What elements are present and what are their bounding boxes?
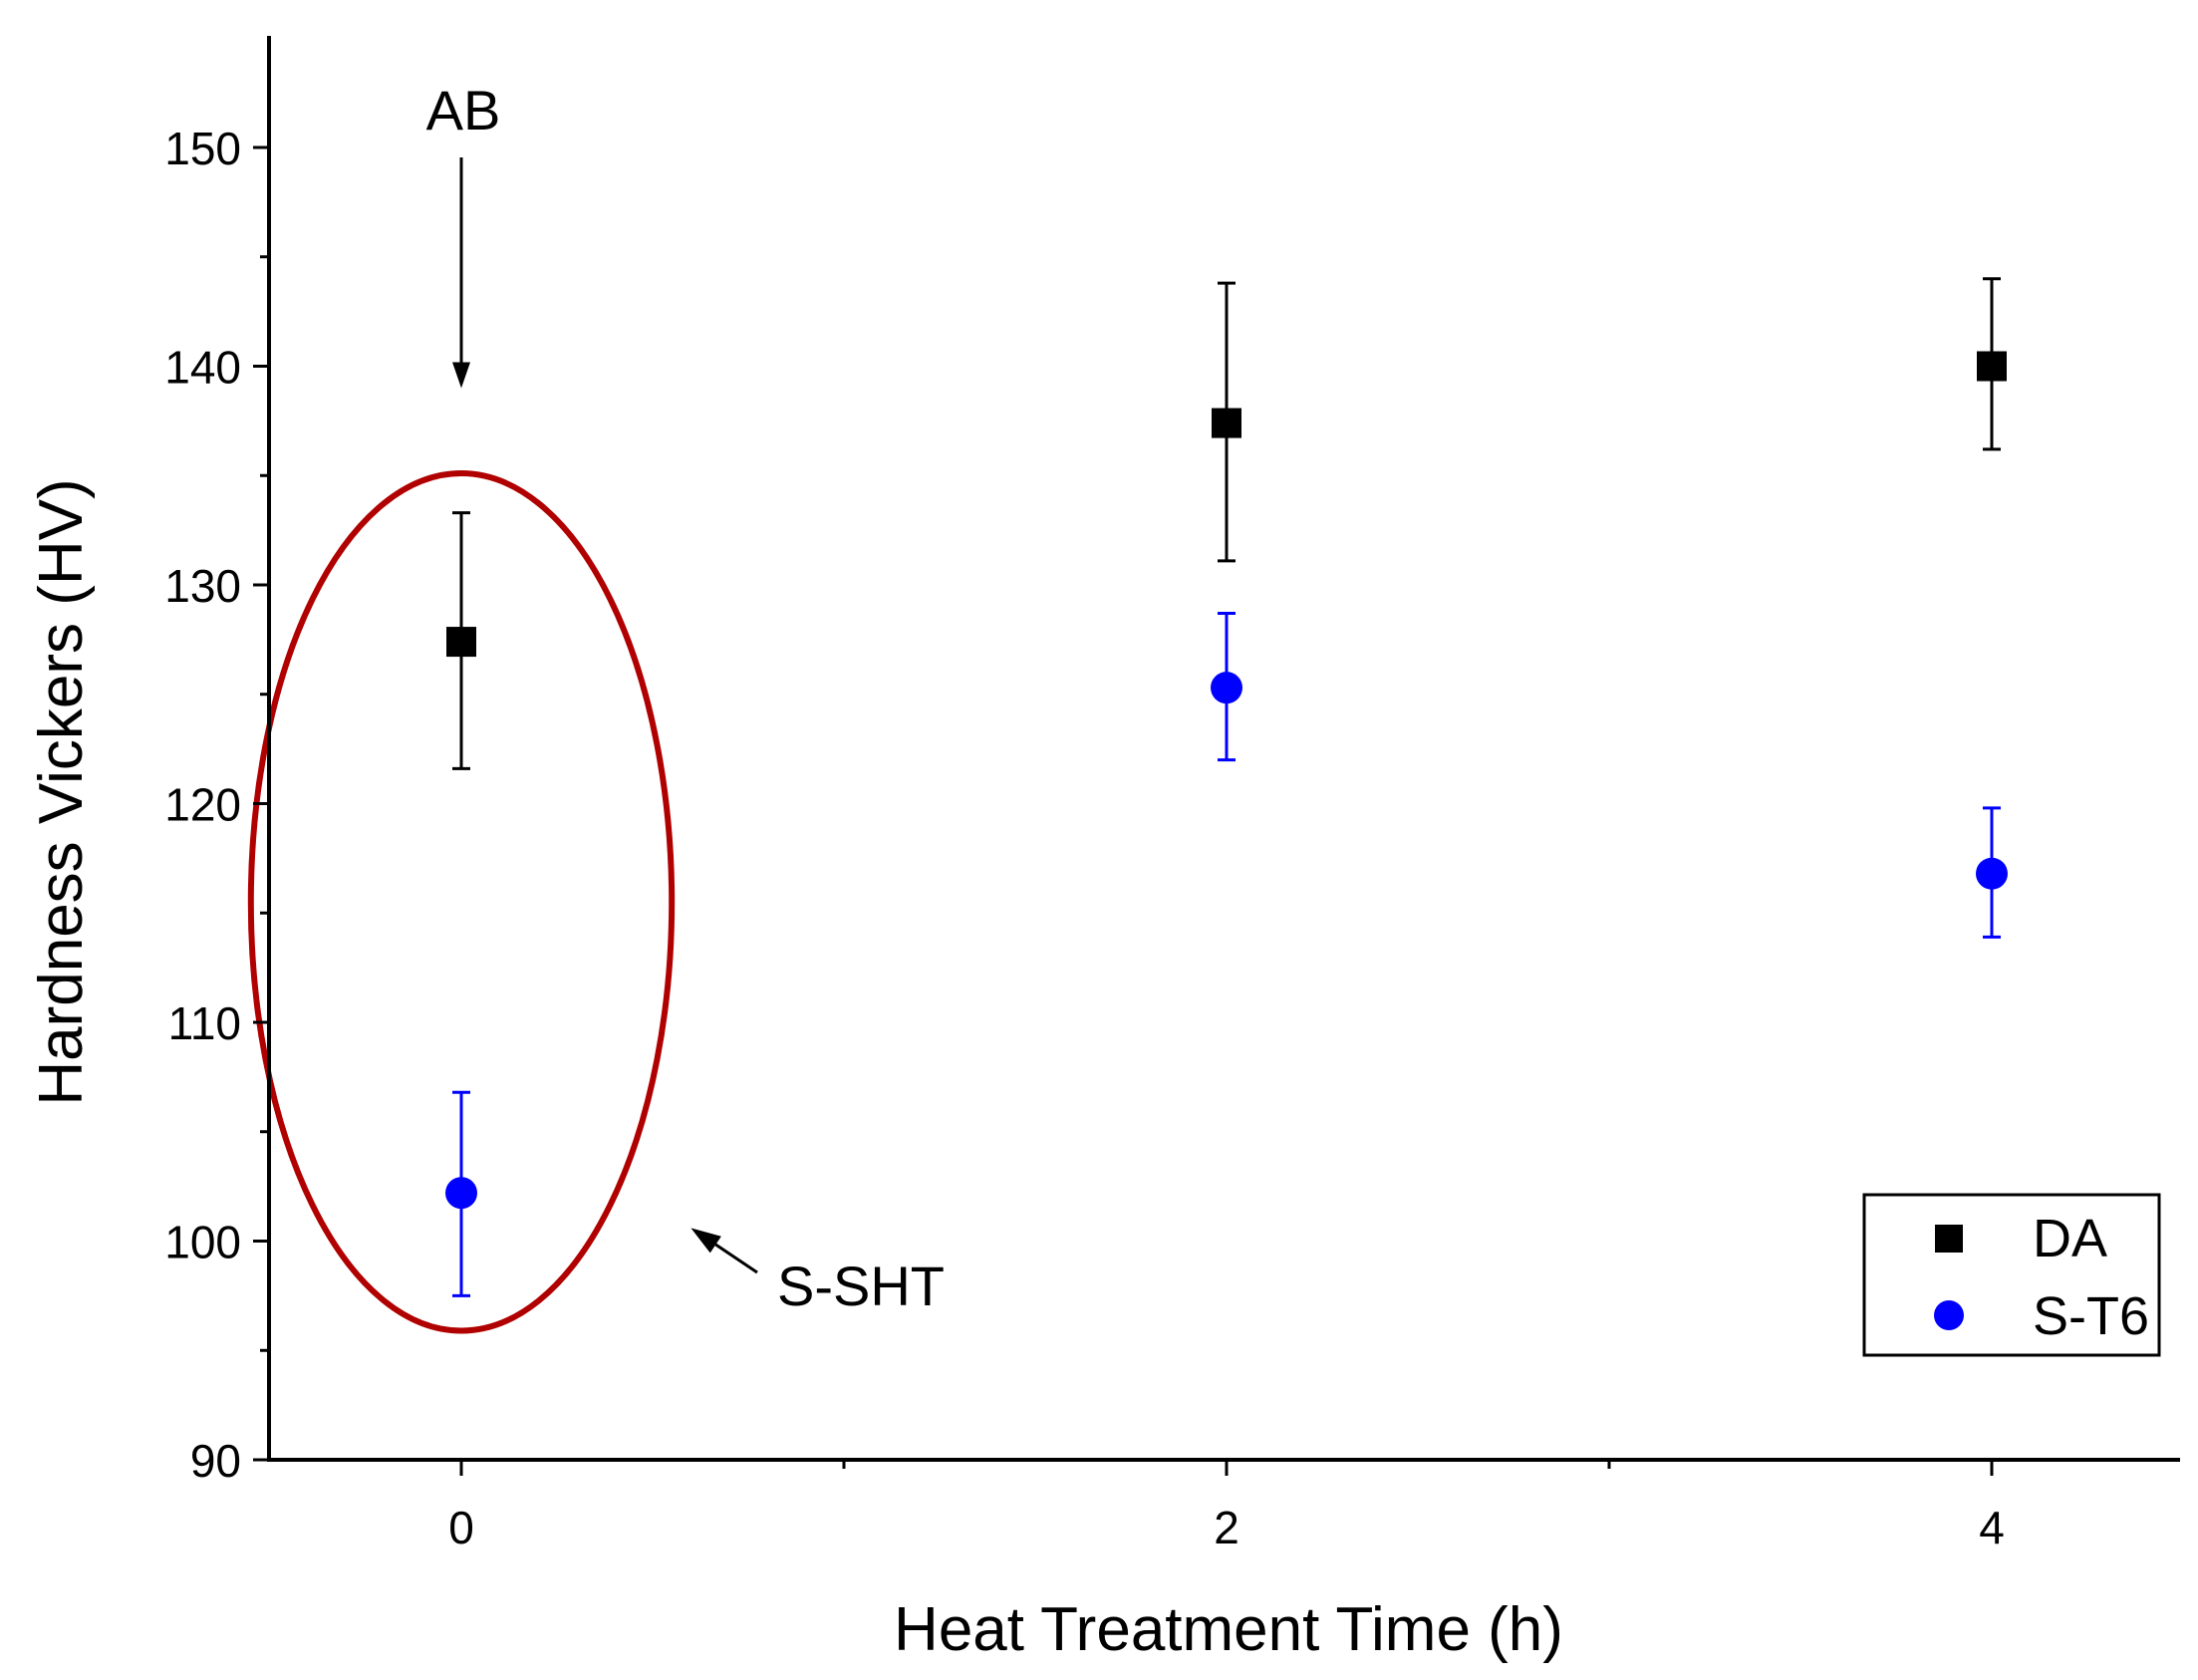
legend-label-da: DA bbox=[2033, 1209, 2107, 1268]
y-tick-label: 150 bbox=[164, 123, 241, 174]
legend: DA S-T6 bbox=[1862, 1193, 2161, 1357]
annotation-ssht-arrow-shaft bbox=[714, 1243, 758, 1274]
axes bbox=[267, 36, 2180, 1462]
annotation-ssht-label: S-SHT bbox=[777, 1255, 945, 1317]
y-tick-label: 140 bbox=[164, 342, 241, 394]
legend-box bbox=[1862, 1193, 2161, 1357]
annotation-ab-arrow-head bbox=[452, 362, 470, 389]
y-tick-label: 100 bbox=[164, 1217, 241, 1268]
data-points bbox=[445, 351, 2008, 1210]
data-point-da bbox=[1977, 351, 2007, 382]
annotation-ssht-arrow-head bbox=[690, 1228, 721, 1254]
y-tick-label: 120 bbox=[164, 779, 241, 831]
x-axis-title: Heat Treatment Time (h) bbox=[894, 1595, 1563, 1664]
y-tick-label: 90 bbox=[190, 1435, 241, 1487]
x-tick-label: 2 bbox=[1214, 1502, 1239, 1553]
highlight-ellipse bbox=[247, 470, 676, 1334]
y-axis-title: Hardness Vickers (HV) bbox=[27, 478, 96, 1105]
error-bars bbox=[452, 277, 2001, 1297]
data-point-st6 bbox=[445, 1177, 477, 1210]
y-tick-label: 130 bbox=[164, 560, 241, 612]
data-point-st6 bbox=[1211, 672, 1242, 704]
annotation-ab-label: AB bbox=[426, 79, 501, 141]
data-point-da bbox=[1212, 408, 1241, 438]
data-point-st6 bbox=[1976, 857, 2008, 890]
legend-label-st6: S-T6 bbox=[2033, 1286, 2149, 1346]
x-tick-label: 0 bbox=[448, 1502, 474, 1553]
ticks: 9010011012013014015002468 bbox=[164, 123, 2005, 1553]
y-tick-label: 110 bbox=[168, 997, 241, 1049]
x-tick-label: 4 bbox=[1979, 1502, 2005, 1553]
legend-marker-da bbox=[1935, 1225, 1963, 1253]
annotations: AB S-SHT bbox=[426, 79, 945, 1317]
highlight-ellipses bbox=[247, 470, 676, 1334]
data-point-da bbox=[446, 627, 476, 658]
legend-marker-st6 bbox=[1934, 1300, 1964, 1330]
